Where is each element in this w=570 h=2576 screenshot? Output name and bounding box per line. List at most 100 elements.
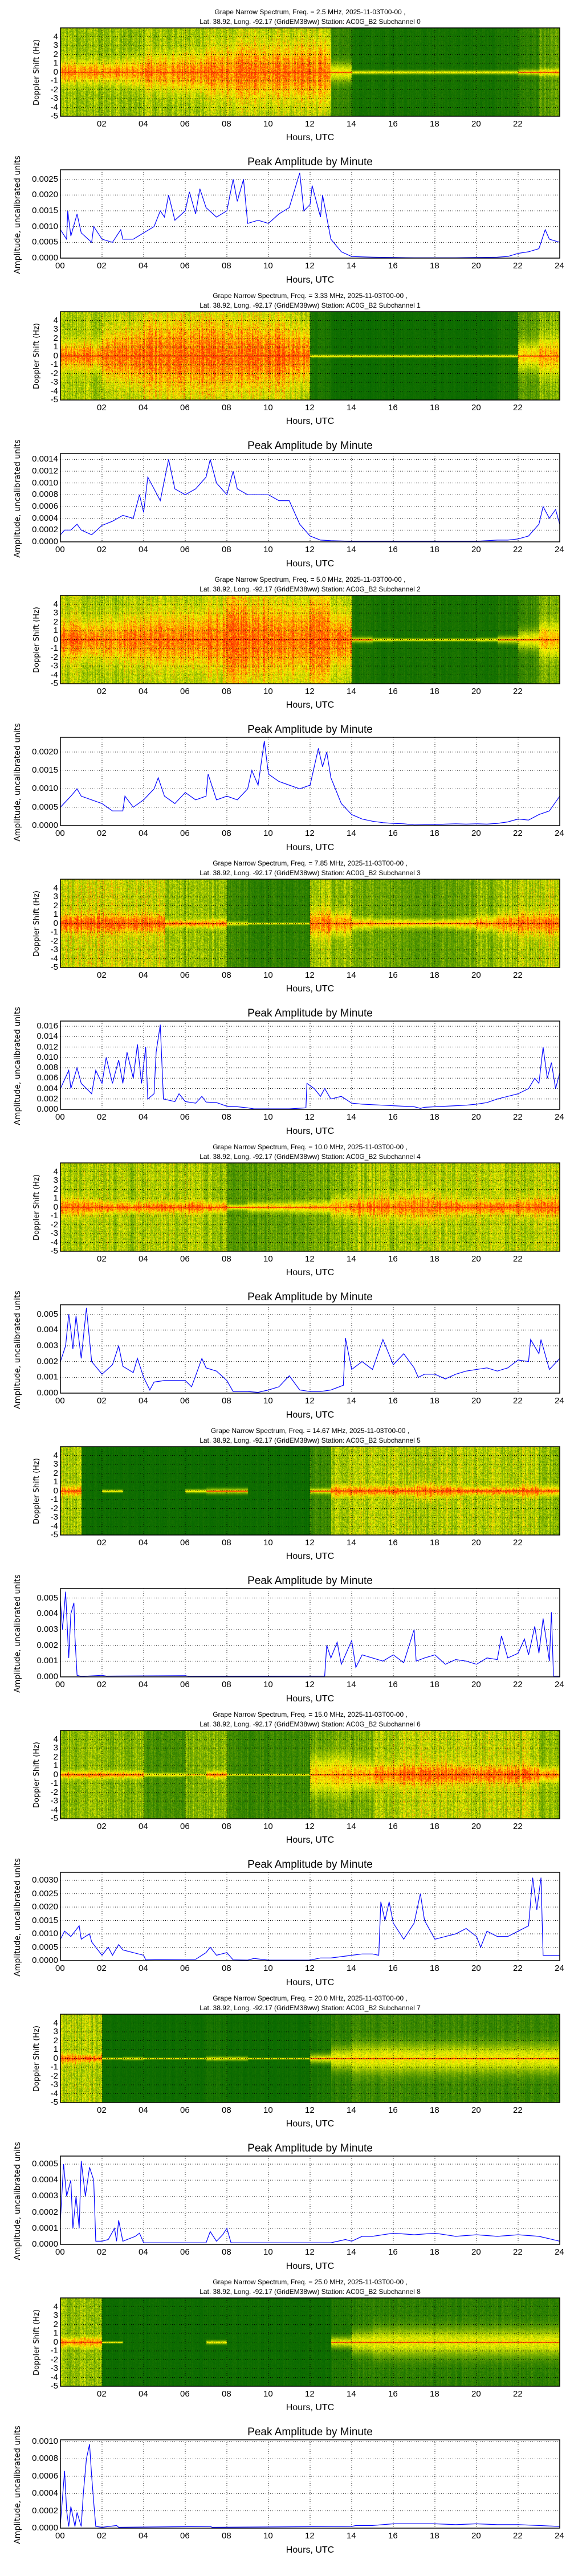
x-tick-label: 04 [139,1822,148,1831]
x-axis-label: Hours, UTC [286,1835,335,1845]
spectrogram-title-line-2: Lat. 38.92, Long. -92.17 (GridEM38ww) St… [199,301,421,309]
y-tick-label: 4 [53,31,58,42]
y-tick-label: -1 [50,1495,58,1504]
x-tick-label: 22 [513,119,523,129]
x-tick-label: 18 [430,545,439,554]
amplitude-chart-title: Peak Amplitude by Minute [247,1575,373,1587]
y-tick-label: 4 [53,2018,58,2028]
x-tick-label: 10 [263,1112,273,1122]
y-tick-label: 0 [53,1485,58,1496]
x-tick-label: 18 [430,2389,439,2399]
y-tick-label: 0.003 [36,1340,58,1350]
x-tick-label: 18 [430,1396,439,1406]
x-tick-label: 20 [471,1680,481,1689]
y-tick-label: 0.002 [36,1640,58,1650]
y-tick-label: 0.0004 [32,2175,58,2185]
x-tick-label: 16 [388,2389,398,2399]
x-tick-label: 10 [263,1680,273,1689]
x-tick-label: 00 [55,261,65,271]
y-tick-label: -3 [50,2080,58,2089]
spectrogram-title-line-1: Grape Narrow Spectrum, Freq. = 15.0 MHz,… [213,1710,408,1718]
y-tick-label: 1 [53,1761,58,1770]
spectrogram-image [60,879,560,967]
x-tick-label: 18 [430,687,439,696]
x-tick-label: 22 [513,545,523,554]
y-tick-label: -3 [50,661,58,671]
y-tick-label: 4 [53,2301,58,2312]
y-tick-label: -4 [50,1805,58,1815]
y-tick-label: 2 [53,1468,58,1478]
y-axis-label: Amplitude, uncalibrated units [13,439,22,558]
amplitude-axes [60,1304,560,1394]
x-tick-label: 02 [97,1680,107,1689]
x-tick-label: 08 [222,1396,231,1406]
x-tick-label: 12 [305,1822,315,1831]
x-tick-label: 06 [180,2389,190,2399]
spectrogram-axes [60,27,560,117]
y-tick-label: 3 [53,2027,58,2036]
y-tick-label: 0 [53,2337,58,2347]
y-tick-label: 3 [53,2310,58,2320]
spectrogram-title-line-1: Grape Narrow Spectrum, Freq. = 10.0 MHz,… [213,1143,408,1151]
x-tick-label: 18 [430,119,439,129]
x-tick-label: 16 [388,403,398,413]
y-tick-label: -2 [50,84,58,95]
x-tick-label: 06 [180,970,190,980]
y-tick-label: 4 [53,883,58,893]
x-tick-label: 12 [305,1538,315,1548]
x-tick-label: 10 [263,828,273,838]
x-tick-label: 06 [180,1963,190,1973]
spectrogram-axes [60,1730,560,1819]
x-tick-label: 14 [347,2105,356,2115]
x-tick-label: 12 [305,261,315,271]
x-tick-label: 12 [305,687,315,696]
x-tick-label: 20 [471,970,481,980]
y-axis-label: Amplitude, uncalibrated units [13,1007,22,1125]
spectrogram-image [60,1163,560,1251]
x-tick-label: 20 [471,1254,481,1264]
axes-frame [60,1020,560,1110]
x-tick-label: 20 [471,119,481,129]
x-tick-label: 20 [471,1396,481,1406]
y-tick-label: 2 [53,49,58,59]
y-tick-label: -3 [50,1228,58,1238]
x-tick-label: 20 [471,1538,481,1548]
x-tick-label: 10 [263,403,273,413]
y-tick-label: 4 [53,599,58,609]
spectrogram-title-line-1: Grape Narrow Spectrum, Freq. = 14.67 MHz… [210,1427,410,1435]
y-tick-label: 0 [53,918,58,928]
x-tick-label: 06 [180,403,190,413]
x-tick-label: 12 [305,1963,315,1973]
y-tick-label: 3 [53,1459,58,1469]
x-tick-label: 00 [55,828,65,838]
x-tick-label: 16 [388,970,398,980]
x-tick-label: 22 [513,261,523,271]
y-tick-label: -5 [50,2381,58,2391]
x-tick-label: 22 [513,1254,523,1264]
amplitude-axes [60,2439,560,2529]
y-tick-label: 0.0015 [32,1915,58,1925]
x-tick-label: 08 [222,1822,231,1831]
x-tick-label: 10 [263,261,273,271]
y-tick-label: 0.000 [36,1104,58,1114]
x-tick-label: 06 [180,261,190,271]
spectrogram-image [60,312,560,400]
y-axis-label: Amplitude, uncalibrated units [13,723,22,842]
y-tick-label: 0.0002 [32,2505,58,2516]
y-tick-label: 0.0010 [32,783,58,794]
y-tick-label: 0.010 [36,1052,58,1062]
y-tick-label: -4 [50,2372,58,2382]
x-tick-label: 08 [222,119,231,129]
x-tick-label: 12 [305,1680,315,1689]
y-tick-label: 0.0020 [32,190,58,200]
y-tick-label: 0.0020 [32,1902,58,1912]
y-axis-label: Doppler Shift (Hz) [32,323,41,389]
x-tick-label: 16 [388,2247,398,2257]
axes-frame [60,311,560,401]
y-axis-label: Doppler Shift (Hz) [32,2309,41,2375]
x-tick-label: 08 [222,687,231,696]
x-tick-label: 04 [139,687,148,696]
x-tick-label: 08 [222,1963,231,1973]
y-tick-label: -3 [50,945,58,954]
x-tick-label: 16 [388,1538,398,1548]
